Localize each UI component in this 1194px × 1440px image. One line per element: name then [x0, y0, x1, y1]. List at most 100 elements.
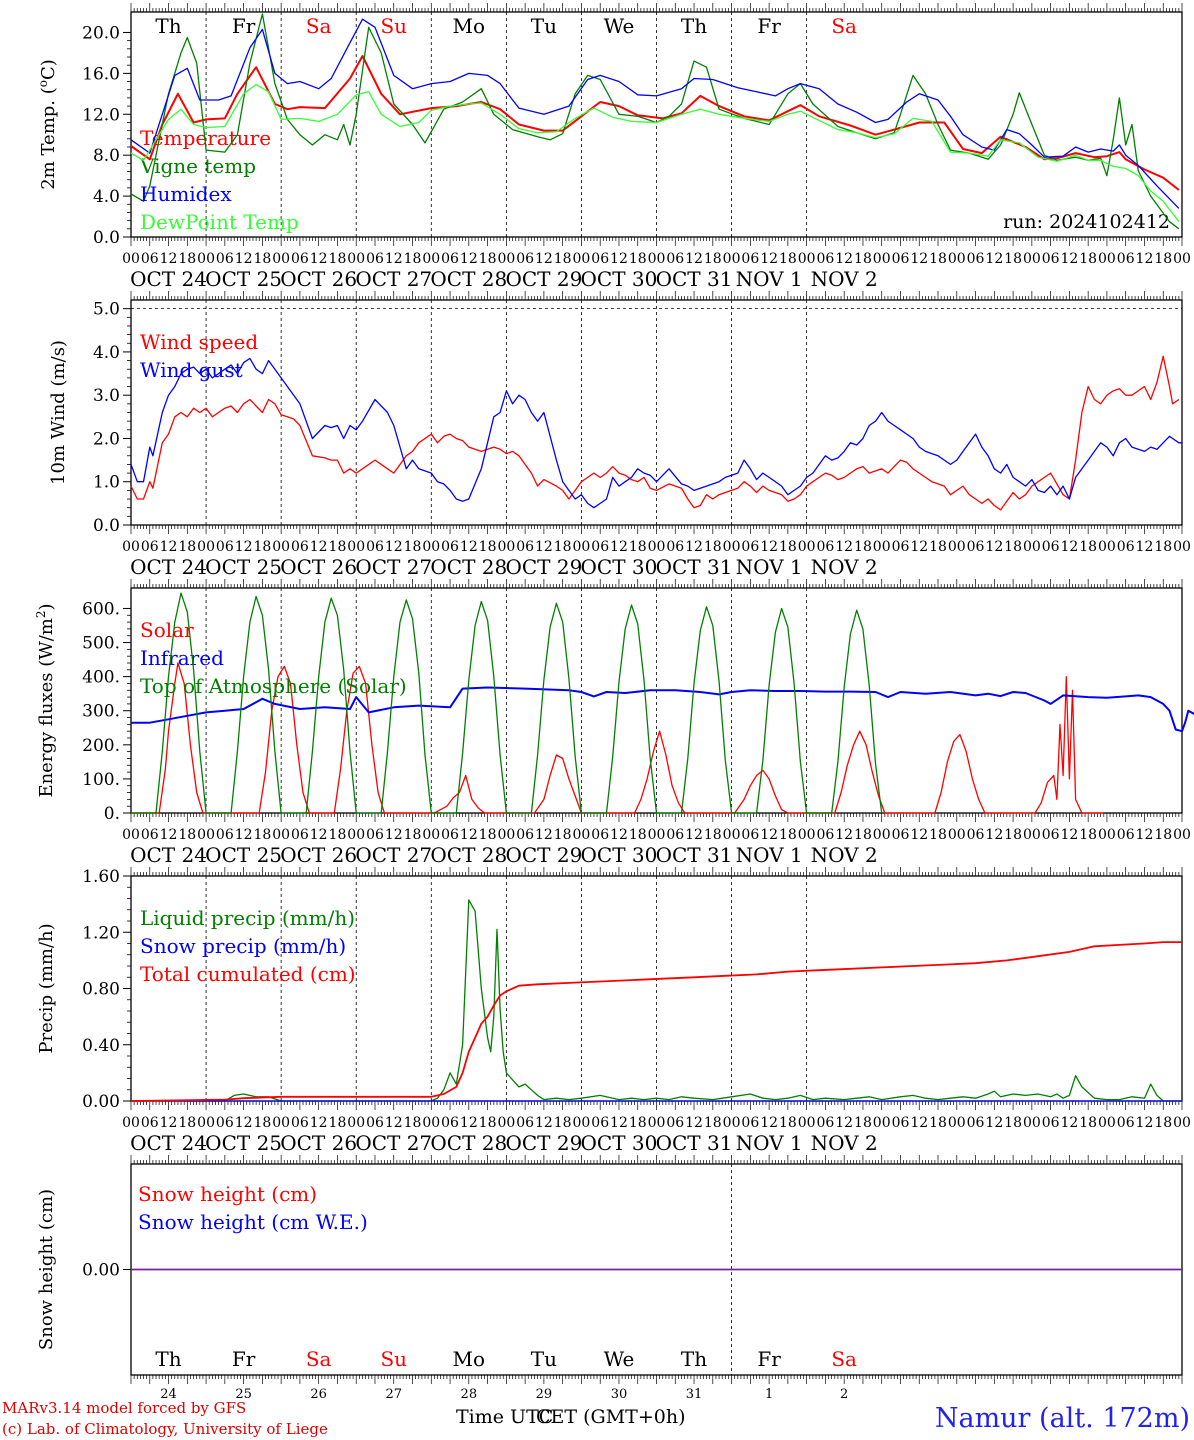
- precip-hour-label: 00: [723, 1115, 741, 1131]
- wind-hour-label: 00: [272, 539, 290, 555]
- temperature-date-label: OCT 25: [205, 267, 282, 291]
- energy-hour-label: 00: [1023, 827, 1041, 843]
- precip-date-label: NOV 1: [736, 1131, 803, 1155]
- energy-date-label: OCT 26: [280, 843, 357, 867]
- energy-y-tick-label: 500.: [82, 634, 120, 654]
- precip-hour-label: 06: [1117, 1115, 1135, 1131]
- wind-series-line: [130, 355, 1180, 511]
- energy-hour-label: 06: [366, 827, 384, 843]
- precip-hour-label: 18: [178, 1115, 196, 1131]
- precip-hour-label: 12: [235, 1115, 253, 1131]
- temperature-hour-label: 06: [967, 251, 985, 267]
- wind-hour-label: 00: [948, 539, 966, 555]
- energy-hour-label: 00: [272, 827, 290, 843]
- precip-y-tick-label: 0.40: [82, 1036, 120, 1056]
- snow-y-tick-label: 0.00: [82, 1261, 120, 1281]
- snow-day-number: 31: [686, 1387, 703, 1402]
- wind-hour-label: 18: [704, 539, 722, 555]
- wind-hour-label: 18: [1154, 539, 1172, 555]
- wind-y-tick-label: 3.0: [93, 386, 120, 406]
- energy-hour-label: 00: [497, 827, 515, 843]
- temperature-hour-label: 00: [1098, 251, 1116, 267]
- temperature-y-tick-label: 0.0: [93, 228, 120, 248]
- wind-date-label: OCT 29: [505, 555, 582, 579]
- wind-date-label: OCT 31: [656, 555, 733, 579]
- snow-day-name: Fr: [232, 1347, 256, 1371]
- temperature-hour-label: 12: [610, 251, 628, 267]
- precip-date-label: OCT 29: [505, 1131, 582, 1155]
- temperature-hour-label: 12: [160, 251, 178, 267]
- temperature-hour-label: 18: [854, 251, 872, 267]
- energy-hour-label: 12: [610, 827, 628, 843]
- temperature-hour-label: 12: [760, 251, 778, 267]
- temp-day-name: Tu: [531, 14, 557, 38]
- temperature-hour-label: 00: [1023, 251, 1041, 267]
- snow-day-number: 28: [461, 1387, 478, 1402]
- snow-day-name: Th: [681, 1347, 707, 1371]
- temperature-date-label: OCT 27: [355, 267, 432, 291]
- energy-legend-entry: Top of Atmosphere (Solar): [140, 674, 407, 698]
- energy-hour-label: 00: [948, 827, 966, 843]
- energy-hour-label: 18: [253, 827, 271, 843]
- temperature-hour-label: 00: [648, 251, 666, 267]
- energy-hour-label: 06: [591, 827, 609, 843]
- wind-hour-label: 12: [1060, 539, 1078, 555]
- snow-day-number: 26: [310, 1387, 327, 1402]
- wind-hour-label: 00: [648, 539, 666, 555]
- temperature-hour-label: 18: [329, 251, 347, 267]
- precip-hour-label: 12: [310, 1115, 328, 1131]
- wind-hour-label: 18: [404, 539, 422, 555]
- precip-hour-label: 18: [554, 1115, 572, 1131]
- chart-panels: 0.04.08.012.016.020.02m Temp. (oC)00 06 12…: [34, 3, 1194, 1402]
- temperature-hour-label: 06: [441, 251, 459, 267]
- precip-hour-label: 18: [704, 1115, 722, 1131]
- temperature-date-label: OCT 28: [430, 267, 507, 291]
- wind-hour-label: 06: [1117, 539, 1135, 555]
- temperature-date-label: OCT 24: [130, 267, 207, 291]
- temperature-hour-label: 18: [479, 251, 497, 267]
- wind-hour-label: 12: [535, 539, 553, 555]
- wind-hour-label: 12: [1136, 539, 1154, 555]
- temperature-hour-label: 06: [291, 251, 309, 267]
- temperature-hour-label: 00: [197, 251, 215, 267]
- energy-y-tick-label: 600.: [82, 599, 120, 619]
- precip-legend-entry: Liquid precip (mm/h): [140, 906, 355, 930]
- wind-hour-label: 12: [460, 539, 478, 555]
- energy-hour-label: 06: [816, 827, 834, 843]
- wind-hour-label: 00: [573, 539, 591, 555]
- energy-hour-label: 12: [310, 827, 328, 843]
- energy-date-label: NOV 1: [736, 843, 803, 867]
- x-axis-label-cet: CET (GMT+0h): [536, 1406, 686, 1428]
- wind-hour-label: 06: [366, 539, 384, 555]
- energy-hour-label: 18: [1154, 827, 1172, 843]
- energy-hour-label: 12: [460, 827, 478, 843]
- precip-series-line: [130, 941, 1182, 1102]
- temperature-frame: [130, 11, 1183, 238]
- snow-day-number: 24: [160, 1387, 177, 1402]
- energy-hour-label: 12: [385, 827, 403, 843]
- precip-hour-label: 12: [685, 1115, 703, 1131]
- energy-hour-label: 00: [873, 827, 891, 843]
- energy-hour-label: 06: [441, 827, 459, 843]
- energy-hour-label: 00: [648, 827, 666, 843]
- energy-hour-label: 00: [197, 827, 215, 843]
- snow-day-name: Sa: [831, 1347, 857, 1371]
- energy-hour-label: 18: [178, 827, 196, 843]
- energy-date-label: OCT 28: [430, 843, 507, 867]
- temperature-hour-label: 06: [741, 251, 759, 267]
- temperature-series-line: [130, 13, 1180, 230]
- wind-hour-label: 18: [329, 539, 347, 555]
- wind-hour-label: 00: [122, 539, 140, 555]
- temperature-hour-label: 06: [1042, 251, 1060, 267]
- energy-hour-label: 18: [479, 827, 497, 843]
- energy-hour-label: 06: [666, 827, 684, 843]
- energy-frame: [130, 587, 1183, 814]
- energy-hour-label: 12: [985, 827, 1003, 843]
- temperature-legend-entry: Vigne temp: [139, 154, 256, 178]
- snow-day-name: Su: [380, 1347, 407, 1371]
- precip-y-tick-label: 1.60: [82, 867, 120, 887]
- energy-date-label: NOV 2: [811, 843, 878, 867]
